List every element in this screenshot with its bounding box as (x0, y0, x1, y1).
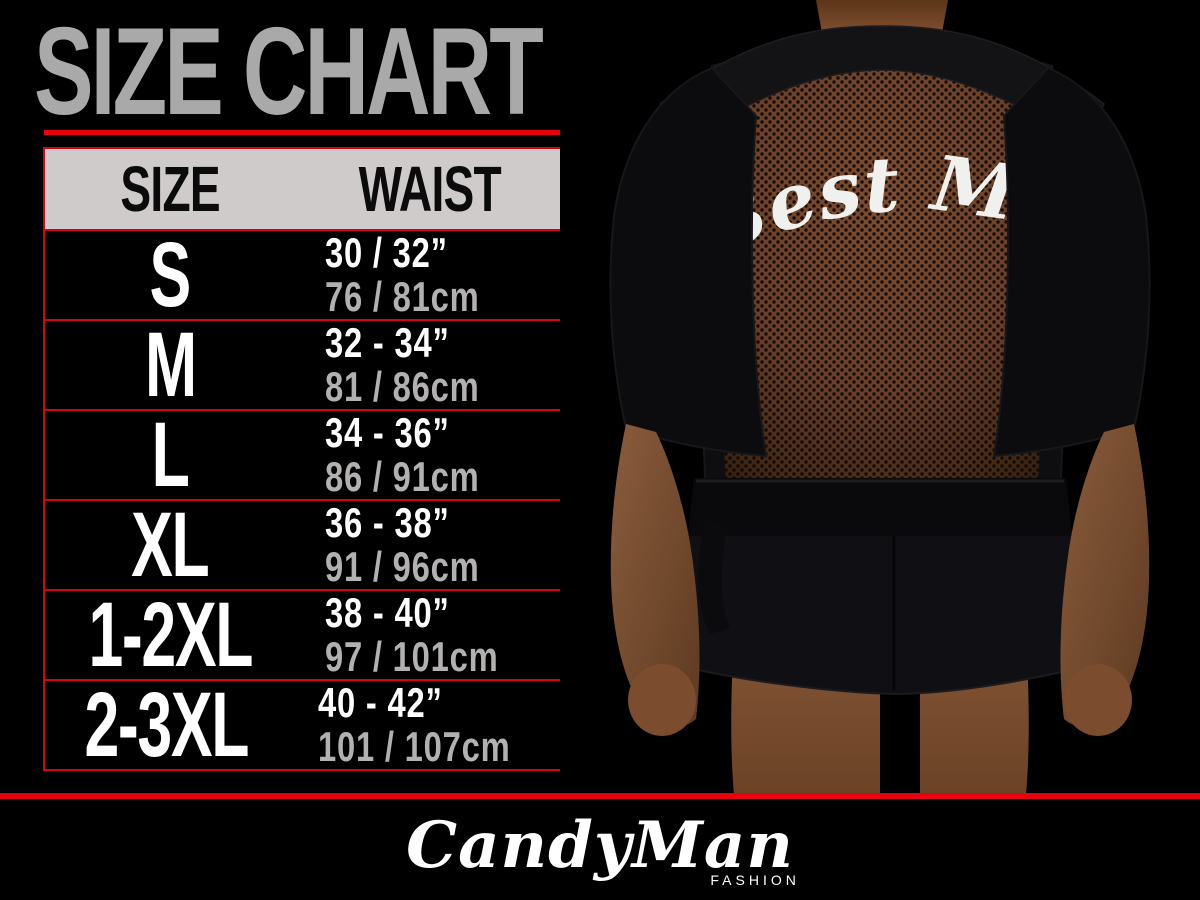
waist-cell: 30 / 32” 76 / 81cm (295, 231, 565, 319)
belt-tie (698, 520, 730, 634)
column-header-size: SIZE (120, 153, 220, 225)
size-cell: M (144, 314, 197, 416)
table-row: XL 36 - 38” 91 / 96cm (45, 494, 565, 596)
waist-inches: 36 - 38” (325, 499, 450, 546)
page-title-text: SIZE CHART (34, 3, 544, 141)
brand-subtitle: FASHION (710, 872, 800, 888)
waist-cell: 36 - 38” 91 / 96cm (295, 501, 565, 589)
model-photo: Best Man (560, 0, 1200, 795)
waist-centimeters: 97 / 101cm (325, 633, 499, 680)
waist-inches: 34 - 36” (325, 409, 450, 456)
table-row: 2-3XL 40 - 42” 101 / 107cm (45, 674, 565, 776)
brand-logo: CandyMan FASHION (0, 802, 1200, 890)
table-row: L 34 - 36” 86 / 91cm (45, 404, 565, 506)
table-row: 1-2XL 38 - 40” 97 / 101cm (45, 584, 565, 686)
waist-cell: 32 - 34” 81 / 86cm (295, 321, 565, 409)
size-table: SIZE WAIST S 30 / 32” 76 / 81cm M 32 - 3… (43, 147, 567, 771)
waist-centimeters: 81 / 86cm (325, 363, 480, 410)
size-cell: 2-3XL (84, 674, 250, 776)
right-forearm (1060, 424, 1150, 729)
left-hand (628, 664, 696, 736)
waist-inches: 30 / 32” (325, 229, 448, 276)
brand-name: CandyMan (406, 808, 794, 883)
size-cell: S (149, 224, 192, 326)
brand-logo-wrap: CandyMan FASHION (400, 802, 800, 890)
table-row: M 32 - 34” 81 / 86cm (45, 314, 565, 416)
waist-cell: 40 - 42” 101 / 107cm (288, 681, 565, 769)
table-header-row: SIZE WAIST (45, 149, 565, 231)
right-hand (1064, 664, 1132, 736)
page-title: SIZE CHART (34, 10, 738, 134)
waist-centimeters: 91 / 96cm (325, 543, 480, 590)
waist-cell: 38 - 40” 97 / 101cm (295, 591, 565, 679)
title-underline (44, 130, 567, 135)
waist-centimeters: 76 / 81cm (325, 273, 480, 320)
left-forearm (610, 424, 700, 729)
footer-divider (0, 793, 1200, 799)
size-cell: 1-2XL (88, 584, 253, 686)
size-cell: XL (131, 494, 210, 596)
column-header-waist: WAIST (358, 153, 502, 225)
robe-belt (688, 478, 1072, 536)
waist-inches: 40 - 42” (318, 679, 443, 726)
robe-skirt (662, 531, 1098, 696)
waist-cell: 34 - 36” 86 / 91cm (295, 411, 565, 499)
waist-centimeters: 101 / 107cm (318, 723, 511, 770)
size-cell: L (151, 404, 190, 506)
table-row: S 30 / 32” 76 / 81cm (45, 224, 565, 326)
waist-inches: 38 - 40” (325, 589, 450, 636)
mesh-dots (720, 66, 1044, 482)
waist-centimeters: 86 / 91cm (325, 453, 480, 500)
waist-inches: 32 - 34” (325, 319, 450, 366)
